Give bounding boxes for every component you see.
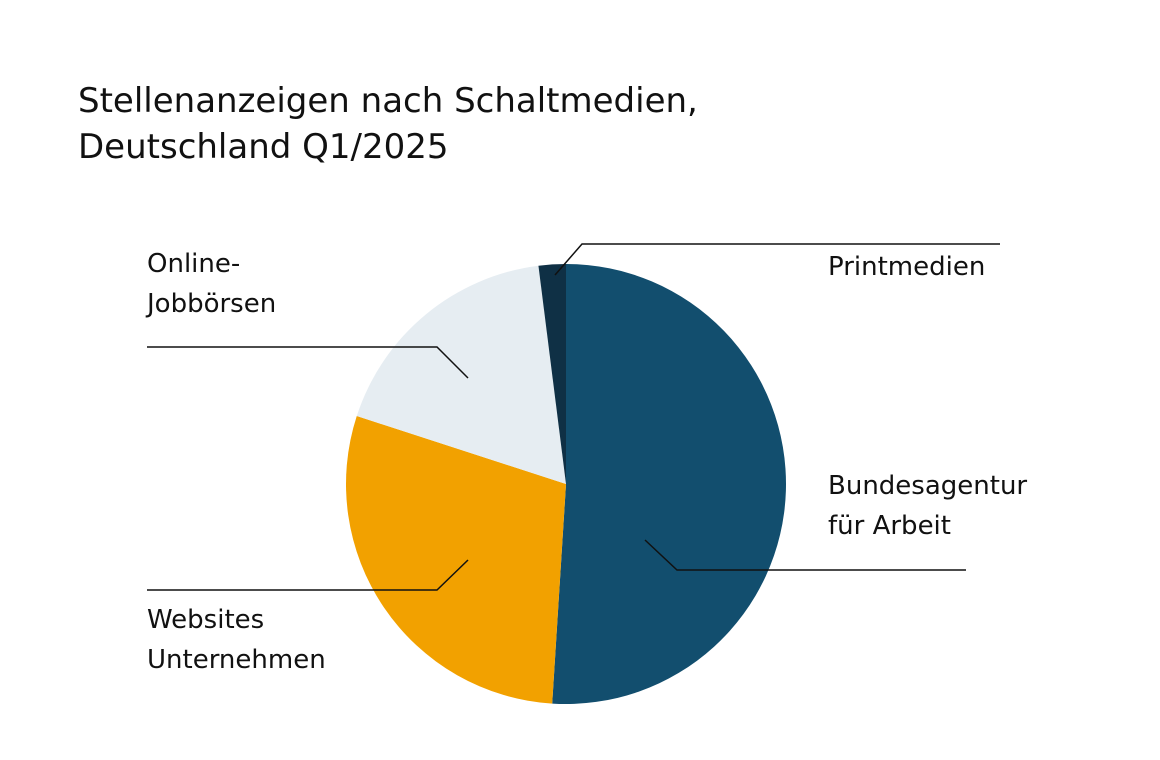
leader-line — [147, 559, 469, 591]
pie-slice — [552, 264, 787, 704]
pie-slice — [356, 265, 566, 484]
chart-title: Stellenanzeigen nach Schaltmedien, Deutsc… — [78, 81, 698, 167]
slice-label: Online-Jobbörsen — [145, 249, 276, 319]
leader-line — [644, 539, 966, 571]
slice-label: Bundesagentur für Arbeit — [828, 471, 1027, 541]
pie-slice — [538, 264, 566, 484]
leader-line — [554, 243, 1000, 276]
slice-label: Printmedien — [828, 252, 985, 282]
slice-label: Websites Unternehmen — [147, 605, 326, 675]
pie-slice — [345, 416, 566, 704]
leader-line — [147, 346, 469, 379]
